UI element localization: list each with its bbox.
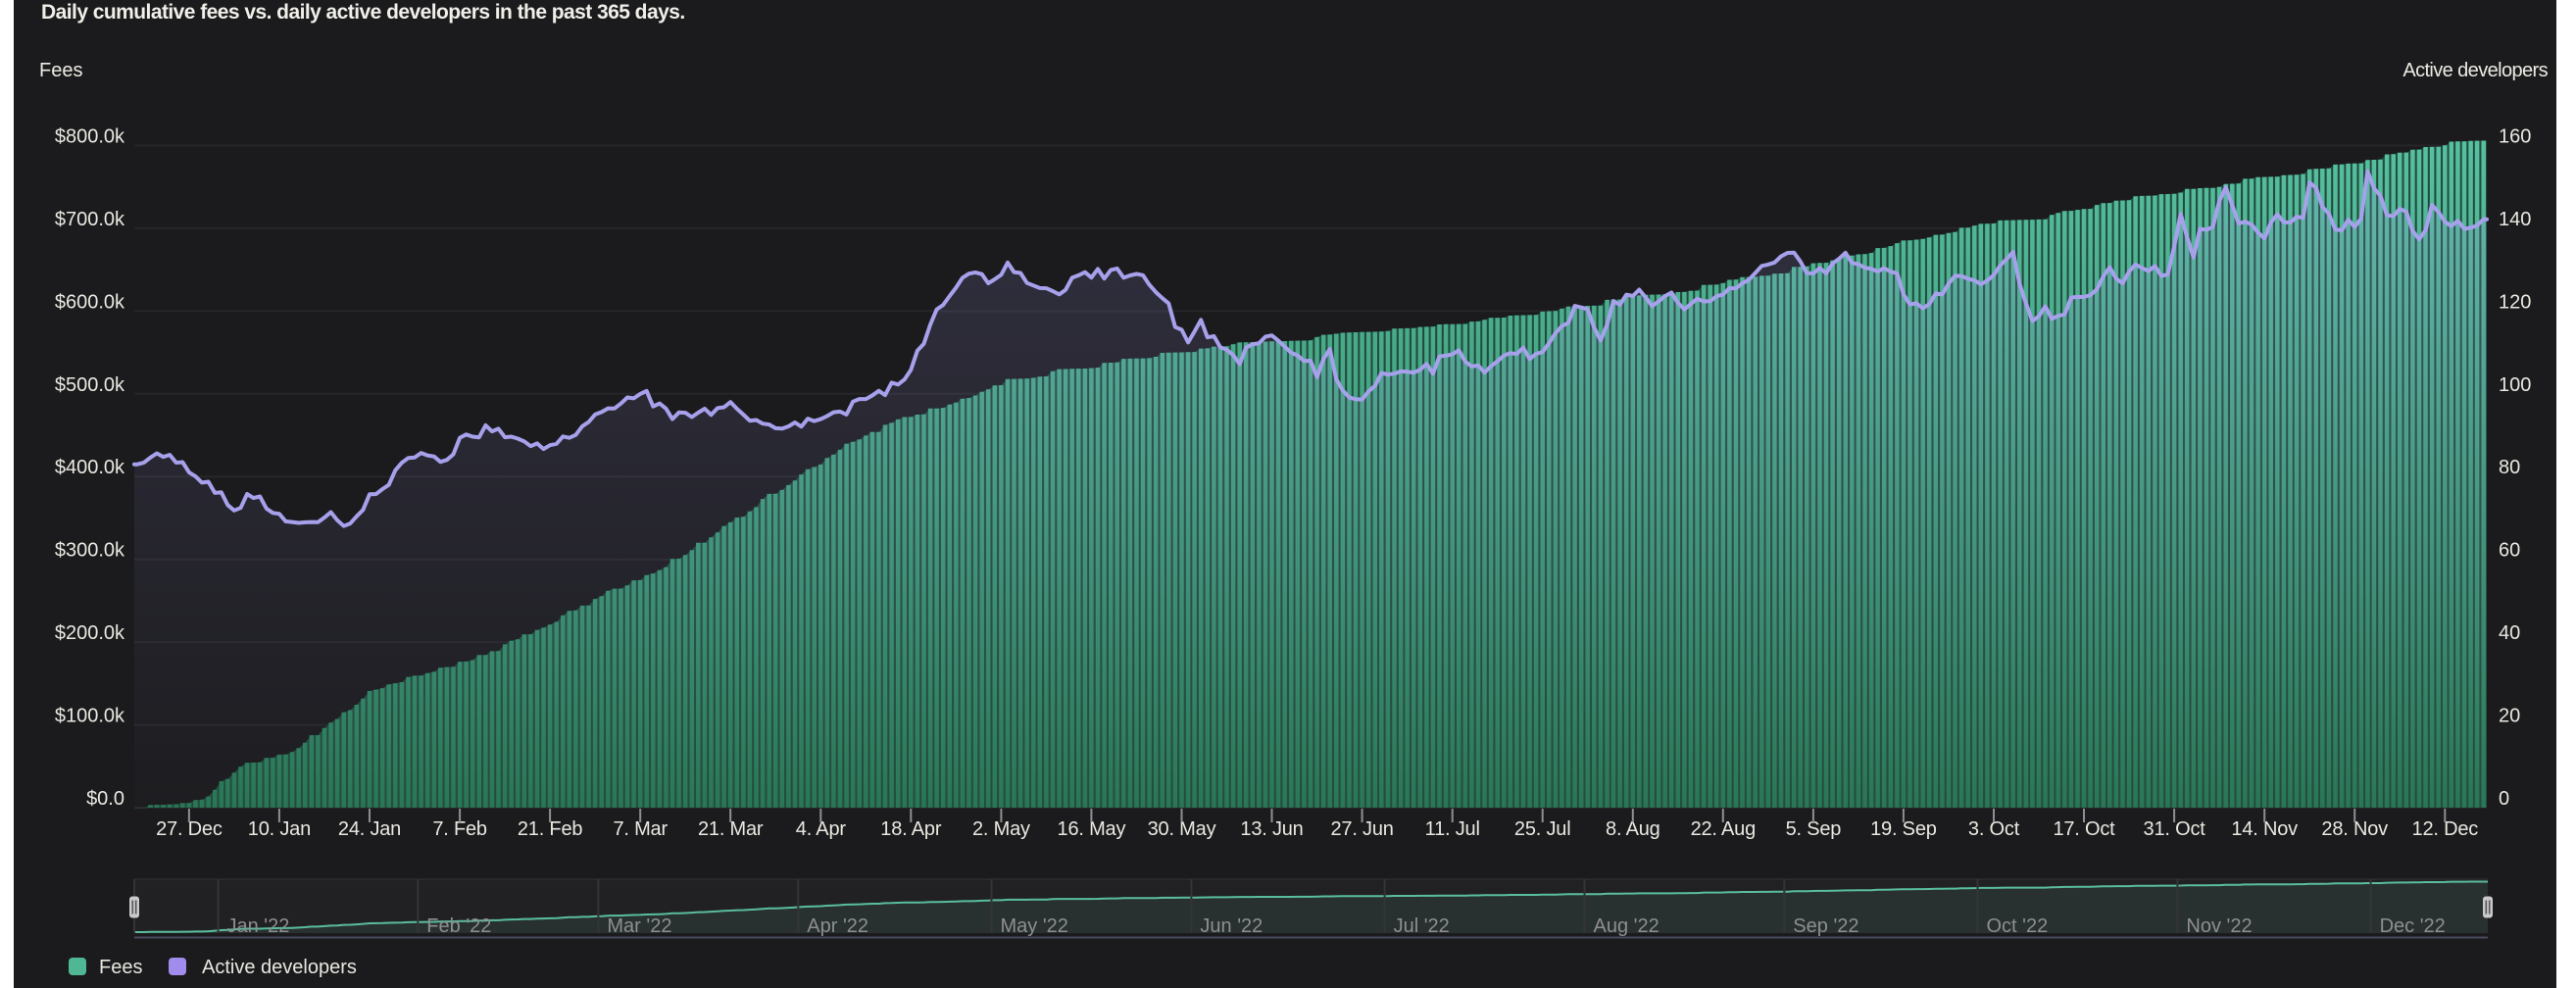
svg-text:Jan '22: Jan '22 <box>227 915 290 937</box>
svg-text:2. May: 2. May <box>972 818 1030 840</box>
svg-text:13. Jun: 13. Jun <box>1240 818 1303 840</box>
svg-text:5. Sep: 5. Sep <box>1786 818 1842 840</box>
svg-text:16. May: 16. May <box>1058 818 1126 840</box>
svg-text:21. Mar: 21. Mar <box>698 818 764 840</box>
svg-text:18. Apr: 18. Apr <box>880 818 942 840</box>
svg-text:$400.0k: $400.0k <box>55 457 125 478</box>
svg-text:31. Oct: 31. Oct <box>2144 818 2206 840</box>
svg-text:14. Nov: 14. Nov <box>2231 818 2298 840</box>
svg-text:30. May: 30. May <box>1148 818 1216 840</box>
svg-text:7. Mar: 7. Mar <box>613 818 668 840</box>
svg-text:20: 20 <box>2499 706 2520 727</box>
svg-text:25. Jul: 25. Jul <box>1514 818 1571 840</box>
svg-text:Daily cumulative fees vs. dail: Daily cumulative fees vs. daily active d… <box>41 1 685 24</box>
svg-text:Sep '22: Sep '22 <box>1793 915 1858 937</box>
svg-text:$100.0k: $100.0k <box>55 706 125 727</box>
svg-text:Active developers: Active developers <box>2403 60 2548 81</box>
svg-text:100: 100 <box>2499 374 2531 396</box>
svg-text:140: 140 <box>2499 209 2531 230</box>
svg-text:80: 80 <box>2499 457 2520 478</box>
svg-text:Aug '22: Aug '22 <box>1594 915 1660 937</box>
svg-text:60: 60 <box>2499 540 2520 562</box>
svg-text:27. Dec: 27. Dec <box>156 818 223 840</box>
svg-text:$800.0k: $800.0k <box>55 126 125 148</box>
svg-text:$300.0k: $300.0k <box>55 540 125 562</box>
svg-text:May '22: May '22 <box>1001 915 1068 937</box>
svg-text:Dec '22: Dec '22 <box>2380 915 2446 937</box>
svg-text:0: 0 <box>2499 788 2509 810</box>
svg-text:$700.0k: $700.0k <box>55 209 125 230</box>
svg-text:$500.0k: $500.0k <box>55 374 125 396</box>
svg-text:Apr '22: Apr '22 <box>807 915 868 937</box>
svg-text:21. Feb: 21. Feb <box>518 818 582 840</box>
svg-text:Feb '22: Feb '22 <box>426 915 491 937</box>
svg-text:4. Apr: 4. Apr <box>796 818 847 840</box>
svg-text:22. Aug: 22. Aug <box>1691 818 1756 840</box>
svg-text:7. Feb: 7. Feb <box>432 818 487 840</box>
svg-text:10. Jan: 10. Jan <box>248 818 311 840</box>
svg-text:3. Oct: 3. Oct <box>1968 818 2020 840</box>
svg-text:27. Jun: 27. Jun <box>1330 818 1393 840</box>
svg-text:Fees: Fees <box>99 957 142 978</box>
svg-text:120: 120 <box>2499 291 2531 313</box>
svg-text:8. Aug: 8. Aug <box>1606 818 1660 840</box>
svg-text:Jun '22: Jun '22 <box>1200 915 1263 937</box>
svg-text:17. Oct: 17. Oct <box>2053 818 2115 840</box>
svg-text:Nov '22: Nov '22 <box>2186 915 2252 937</box>
svg-text:$600.0k: $600.0k <box>55 291 125 313</box>
svg-text:160: 160 <box>2499 126 2531 148</box>
svg-text:$0.0: $0.0 <box>86 788 124 810</box>
svg-text:40: 40 <box>2499 622 2520 644</box>
svg-text:19. Sep: 19. Sep <box>1870 818 1937 840</box>
svg-text:Mar '22: Mar '22 <box>607 915 671 937</box>
svg-text:Active developers: Active developers <box>202 957 357 978</box>
svg-text:12. Dec: 12. Dec <box>2412 818 2479 840</box>
svg-text:11. Jul: 11. Jul <box>1425 818 1480 840</box>
svg-text:Fees: Fees <box>39 60 82 81</box>
svg-text:Oct '22: Oct '22 <box>1987 915 2049 937</box>
svg-text:Jul '22: Jul '22 <box>1394 915 1450 937</box>
svg-text:24. Jan: 24. Jan <box>338 818 401 840</box>
svg-text:28. Nov: 28. Nov <box>2321 818 2388 840</box>
svg-text:$200.0k: $200.0k <box>55 622 125 644</box>
